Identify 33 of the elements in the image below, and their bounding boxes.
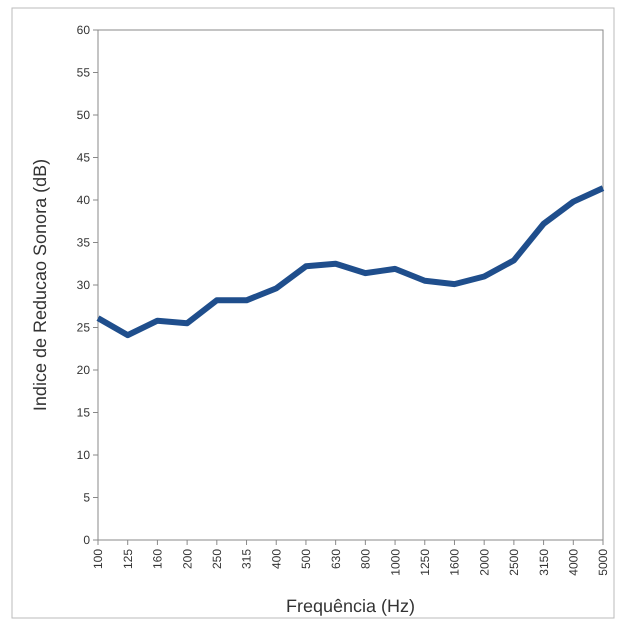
y-tick-label: 60	[76, 22, 90, 37]
x-tick-label: 2500	[507, 548, 522, 576]
x-tick-label: 2000	[477, 548, 492, 576]
x-tick-label: 3150	[536, 548, 551, 576]
x-tick-label: 4000	[566, 548, 580, 576]
x-tick-label: 5000	[596, 548, 610, 576]
x-tick-label: 630	[328, 548, 343, 570]
y-tick-label: 15	[76, 405, 90, 420]
y-tick-label: 20	[76, 362, 90, 377]
x-tick-label: 1250	[418, 548, 432, 576]
y-tick-label: 40	[76, 192, 90, 207]
y-tick-label: 45	[76, 150, 90, 164]
x-tick-label: 160	[150, 548, 165, 570]
x-tick-label: 100	[91, 548, 106, 570]
y-tick-label: 25	[76, 320, 90, 334]
x-tick-label: 250	[210, 548, 224, 570]
x-tick-label: 1000	[388, 548, 402, 576]
y-tick-label: 30	[76, 278, 90, 292]
x-tick-label: 800	[358, 548, 373, 570]
y-tick-label: 50	[76, 108, 90, 122]
x-tick-label: 125	[120, 548, 135, 570]
x-tick-label: 1600	[448, 548, 462, 576]
x-tick-label: 400	[269, 548, 284, 570]
y-tick-label: 10	[76, 448, 90, 462]
x-tick-label: 500	[299, 548, 314, 570]
x-tick-label: 200	[180, 548, 194, 570]
y-tick-label: 5	[83, 490, 90, 504]
x-axis-title: Frequência (Hz)	[286, 596, 416, 616]
y-axis-title: Indice de Reducao Sonora (dB)	[30, 158, 50, 412]
y-tick-label: 35	[76, 235, 90, 250]
y-tick-label: 0	[83, 532, 90, 547]
y-tick-label: 55	[76, 65, 90, 80]
x-tick-label: 315	[240, 548, 254, 570]
